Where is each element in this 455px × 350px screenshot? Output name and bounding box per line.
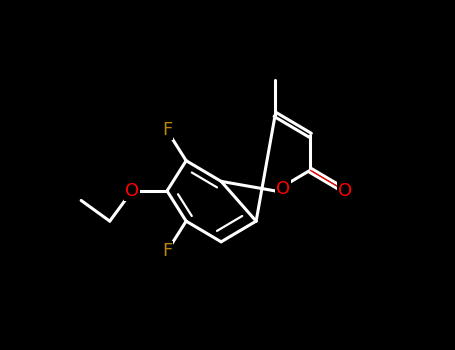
Text: F: F bbox=[162, 121, 172, 139]
Text: O: O bbox=[125, 182, 139, 200]
Text: O: O bbox=[276, 180, 290, 198]
Text: O: O bbox=[338, 182, 352, 200]
Text: F: F bbox=[162, 242, 172, 260]
